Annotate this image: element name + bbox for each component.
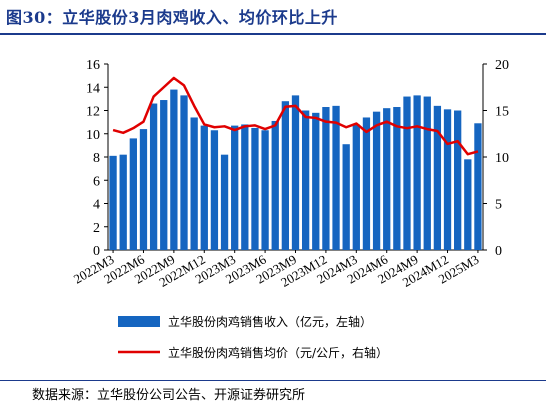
revenue-bar xyxy=(291,95,300,250)
left-tick-label: 14 xyxy=(86,81,100,96)
revenue-bar xyxy=(149,103,158,251)
right-tick-label: 0 xyxy=(495,244,502,259)
revenue-bar xyxy=(332,105,340,250)
right-tick-label: 20 xyxy=(495,58,509,73)
revenue-bar xyxy=(200,125,208,250)
revenue-bar xyxy=(413,95,421,250)
revenue-bar xyxy=(322,107,330,250)
revenue-bar xyxy=(312,112,320,250)
revenue-bar xyxy=(393,107,401,250)
x-axis: 2022M32022M62022M92022M122023M32023M6202… xyxy=(71,249,483,290)
left-tick-label: 8 xyxy=(93,151,100,166)
revenue-bar xyxy=(423,96,431,250)
revenue-bar xyxy=(301,110,310,250)
revenue-bar xyxy=(210,130,219,250)
revenue-bar xyxy=(109,155,117,250)
revenue-bar xyxy=(190,117,198,250)
revenue-bar xyxy=(443,109,452,251)
revenue-bar xyxy=(372,111,381,250)
legend-line-label: 立华股份肉鸡销售均价（元/公斤，右轴） xyxy=(168,345,388,360)
revenue-bar xyxy=(454,110,462,250)
revenue-bar xyxy=(352,124,360,250)
left-tick-label: 16 xyxy=(86,58,100,73)
footer-divider xyxy=(0,380,546,381)
title-divider xyxy=(0,33,546,35)
left-tick-label: 2 xyxy=(93,221,100,236)
revenue-bar xyxy=(119,154,127,250)
revenue-bar xyxy=(271,120,279,251)
legend: 立华股份肉鸡销售收入（亿元，左轴） 立华股份肉鸡销售均价（元/公斤，右轴） xyxy=(118,314,388,360)
legend-bar-swatch xyxy=(118,316,160,327)
left-tick-label: 12 xyxy=(86,105,100,120)
revenue-bar xyxy=(474,123,482,250)
revenue-bar xyxy=(464,159,472,250)
revenue-bar xyxy=(139,129,148,250)
right-axis: 0 5 10 15 20 xyxy=(482,58,509,259)
revenue-bar xyxy=(170,89,178,250)
revenue-bar xyxy=(231,125,239,250)
revenue-bar xyxy=(433,105,442,250)
chart-title: 图30：立华股份3月肉鸡收入、均价环比上升 xyxy=(6,8,338,27)
left-tick-label: 6 xyxy=(93,174,100,189)
revenue-bar xyxy=(241,124,249,250)
price-line xyxy=(112,76,479,156)
price-series-line xyxy=(112,76,479,156)
revenue-bar xyxy=(281,101,290,250)
revenue-bar xyxy=(342,144,350,250)
revenue-bar xyxy=(251,127,259,250)
revenue-bar xyxy=(129,138,137,250)
right-tick-label: 5 xyxy=(495,198,502,213)
right-tick-label: 15 xyxy=(495,105,509,120)
revenue-bar xyxy=(220,154,229,250)
revenue-bar xyxy=(403,96,411,250)
left-tick-label: 4 xyxy=(93,198,100,213)
revenue-bar xyxy=(180,95,188,250)
legend-bar-label: 立华股份肉鸡销售收入（亿元，左轴） xyxy=(168,314,372,329)
right-tick-label: 10 xyxy=(495,151,509,166)
revenue-bar xyxy=(383,108,391,250)
revenue-price-chart: 0 2 4 6 8 10 12 14 16 0 5 10 15 20 2022M32022M62022M… xyxy=(71,58,509,360)
left-tick-label: 0 xyxy=(93,244,100,259)
revenue-bars xyxy=(109,89,482,251)
source-note: 数据来源：立华股份公司公告、开源证券研究所 xyxy=(32,388,306,403)
revenue-bar xyxy=(261,130,269,250)
left-tick-label: 10 xyxy=(86,128,100,143)
revenue-bar xyxy=(160,100,168,250)
revenue-bar xyxy=(362,117,371,250)
left-axis: 0 2 4 6 8 10 12 14 16 xyxy=(86,58,109,259)
